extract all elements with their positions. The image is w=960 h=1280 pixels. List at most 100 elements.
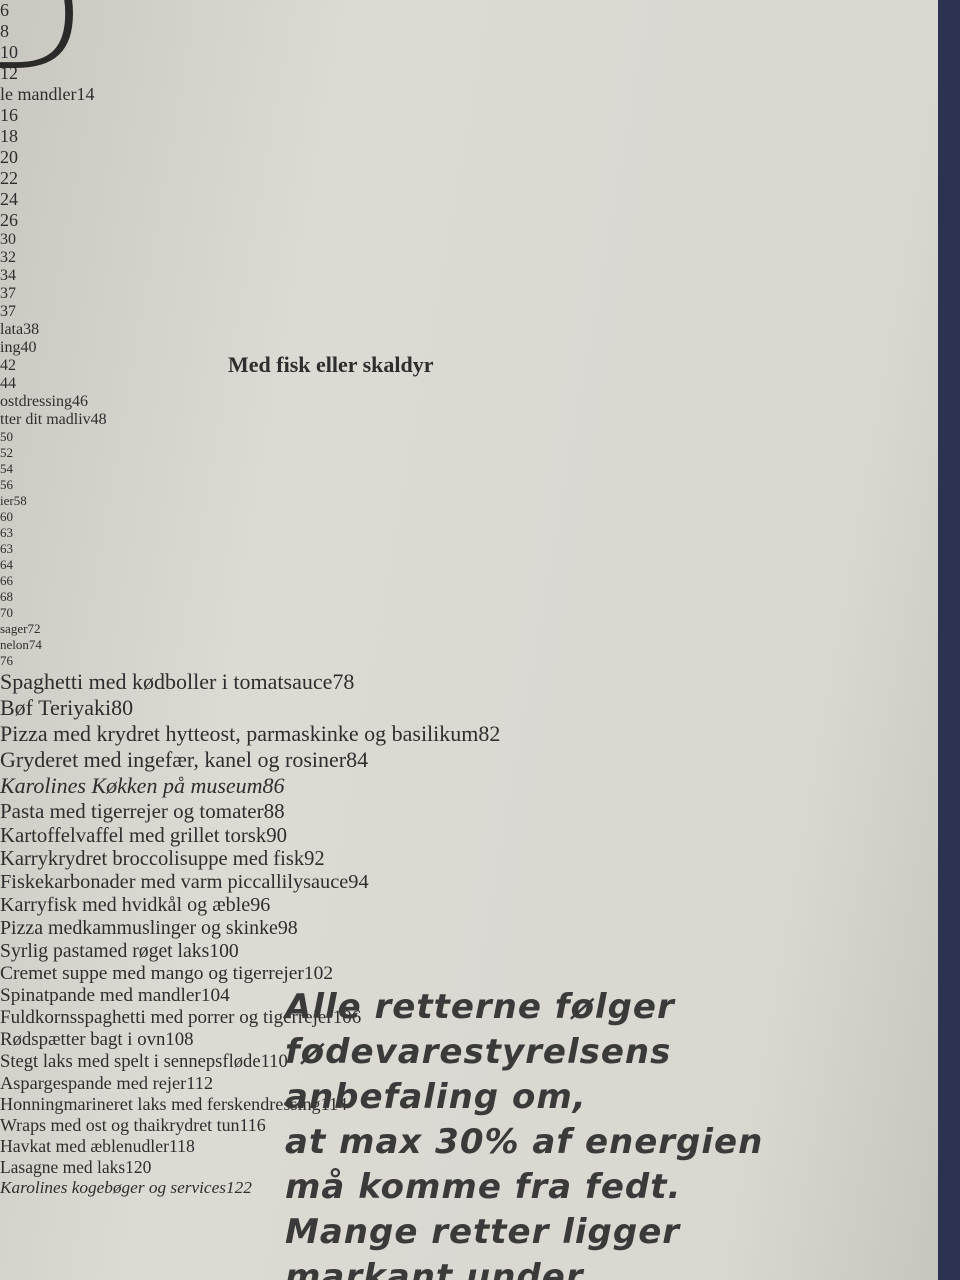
toc-row: 6 bbox=[0, 0, 155, 21]
page-number: 6 bbox=[0, 0, 9, 20]
toc-row: 12 bbox=[0, 63, 155, 84]
entry-title: Spinatpande med mandler bbox=[0, 985, 201, 1006]
page-number: 122 bbox=[225, 1178, 252, 1197]
toc-row: 18 bbox=[0, 126, 155, 147]
note-line: må komme fra fedt. bbox=[285, 1167, 682, 1207]
page-number: 112 bbox=[186, 1073, 214, 1093]
page-number: 50 bbox=[0, 429, 13, 444]
page-number: 26 bbox=[0, 210, 18, 230]
page-number: 58 bbox=[13, 493, 27, 508]
entry-title: Wraps med ost og thaikrydret tun bbox=[0, 1115, 240, 1135]
page-number: 46 bbox=[72, 393, 88, 410]
entry-title: Rødspætter bagt i ovn bbox=[0, 1029, 166, 1050]
page-number: 90 bbox=[266, 824, 287, 847]
toc-row: 70 bbox=[0, 605, 170, 621]
toc-row: Pizza med krydret hytteost, parmaskinke … bbox=[0, 721, 632, 747]
note-line: anbefaling om, bbox=[285, 1077, 587, 1117]
toc-row: sager72 bbox=[0, 621, 170, 637]
entry-title: Karryfisk med hvidkål og æble bbox=[0, 894, 251, 916]
toc-row: 50 bbox=[0, 429, 170, 445]
toc-row: 37 bbox=[0, 285, 160, 303]
page-number: 116 bbox=[239, 1115, 266, 1135]
toc-row: ostdressing46 bbox=[0, 393, 160, 411]
page-number: 66 bbox=[0, 573, 13, 588]
toc-row: Aspargespande med rejer112 bbox=[0, 1073, 564, 1094]
toc-row: Honningmarineret laks med ferskendressin… bbox=[0, 1094, 559, 1115]
page-number: 44 bbox=[0, 375, 16, 392]
toc-row: 30 bbox=[0, 231, 160, 249]
entry-title: Lasagne med laks bbox=[0, 1157, 126, 1177]
entry-title: Syrlig pastamed røget laks bbox=[0, 940, 210, 962]
entry-title: ostdressing bbox=[0, 393, 72, 410]
page-number: 60 bbox=[0, 509, 13, 524]
page-number: 42 bbox=[0, 357, 16, 374]
toc-row: Karrykrydret broccolisuppe med fisk92 bbox=[0, 848, 619, 871]
entry-title: Kartoffelvaffel med grillet torsk bbox=[0, 824, 267, 847]
page-number: 64 bbox=[0, 557, 13, 572]
page-number: 48 bbox=[90, 411, 107, 428]
toc-row: 24 bbox=[0, 189, 155, 210]
note-line: fødevarestyrelsens bbox=[285, 1032, 672, 1072]
page-number: 80 bbox=[111, 695, 134, 720]
page-number: 38 bbox=[23, 321, 40, 338]
page-number: 98 bbox=[277, 917, 298, 939]
toc-row: 68 bbox=[0, 589, 170, 605]
entry-title: Honningmarineret laks med ferskendressin… bbox=[0, 1094, 321, 1114]
toc-row: Havkat med æblenudler118 bbox=[0, 1136, 548, 1157]
entry-title: tter dit madliv bbox=[0, 411, 91, 428]
toc-row: 60 bbox=[0, 509, 170, 525]
page-number: 106 bbox=[332, 1007, 362, 1028]
page-number: 72 bbox=[27, 621, 41, 636]
toc-row: tter dit madliv48 bbox=[0, 411, 160, 429]
note: Alle retterne følger fødevarestyrelsens an… bbox=[285, 985, 763, 1280]
page-number: 120 bbox=[125, 1157, 152, 1177]
toc-row: 56 bbox=[0, 477, 170, 493]
page-number: 110 bbox=[260, 1051, 288, 1072]
page-number: 78 bbox=[332, 669, 355, 694]
toc-row: Karolines Køkken på museum86 bbox=[0, 773, 624, 799]
toc-row: le mandler14 bbox=[0, 84, 155, 105]
toc-row: 20 bbox=[0, 147, 155, 168]
page-number: 118 bbox=[168, 1136, 195, 1156]
note-line: markant under. bbox=[285, 1257, 593, 1280]
page-number: 68 bbox=[0, 589, 13, 604]
entry-title: Karolines Køkken på museum bbox=[0, 773, 263, 798]
page-number: 84 bbox=[346, 747, 369, 772]
entry-title: Karrykrydret broccolisuppe med fisk bbox=[0, 848, 305, 870]
section-title: Med fisk eller skaldyr bbox=[228, 352, 434, 377]
page-number: 16 bbox=[0, 105, 18, 125]
page-number: 24 bbox=[0, 189, 18, 209]
page-number: 104 bbox=[200, 985, 230, 1006]
entry-title: Pizza med krydret hytteost, parmaskinke … bbox=[0, 721, 479, 746]
entry-title: Gryderet med ingefær, kanel og rosiner bbox=[0, 747, 347, 772]
page-number: 37 bbox=[0, 303, 16, 320]
page-number: 30 bbox=[0, 231, 16, 248]
toc-row: lata38 bbox=[0, 321, 160, 339]
toc-row: 63 bbox=[0, 525, 170, 541]
page-number: 94 bbox=[348, 871, 369, 893]
toc-row: Karolines kogebøger og services122 bbox=[0, 1178, 537, 1198]
entry-title: lata bbox=[0, 321, 24, 338]
entry-title: Stegt laks med spelt i sennepsfløde bbox=[0, 1051, 261, 1072]
entry-title: Spaghetti med kødboller i tomatsauce bbox=[0, 669, 333, 694]
toc-row: Pizza medkammuslinger og skinke98 bbox=[0, 917, 603, 940]
page-number: 100 bbox=[209, 940, 239, 962]
entry-title: Karolines kogebøger og services bbox=[0, 1178, 226, 1197]
toc-row: 8 bbox=[0, 21, 155, 42]
page-number: 70 bbox=[0, 605, 13, 620]
entry-title: Pizza medkammuslinger og skinke bbox=[0, 917, 278, 939]
toc-row: 22 bbox=[0, 168, 155, 189]
page-edge bbox=[938, 0, 960, 1280]
page-number: 108 bbox=[165, 1029, 194, 1050]
toc-row: Rødspætter bagt i ovn108 bbox=[0, 1029, 575, 1051]
page-number: 32 bbox=[0, 249, 16, 266]
toc-row: 63 bbox=[0, 541, 170, 557]
page-number: 22 bbox=[0, 168, 18, 188]
page-number: 8 bbox=[0, 21, 9, 41]
page-number: 34 bbox=[0, 267, 16, 284]
toc-row: 10 bbox=[0, 42, 155, 63]
entry-title: ing bbox=[0, 339, 21, 356]
page-number: 54 bbox=[0, 461, 13, 476]
toc-row: Bøf Teriyaki80 bbox=[0, 695, 636, 721]
toc-row: 26 bbox=[0, 210, 155, 231]
